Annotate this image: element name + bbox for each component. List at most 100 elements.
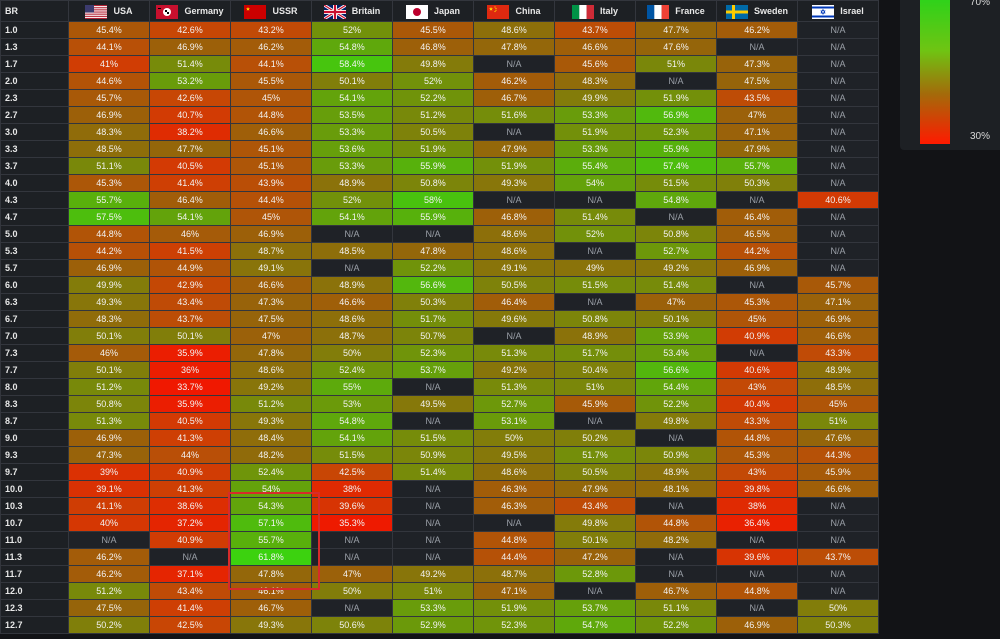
japan-flag-icon bbox=[405, 4, 428, 19]
win-rate-cell: 53.3% bbox=[554, 106, 636, 124]
win-rate-cell: 44.9% bbox=[149, 259, 231, 277]
win-rate-cell: 54.7% bbox=[554, 616, 636, 634]
win-rate-cell: N/A bbox=[392, 531, 474, 549]
nation-header-china[interactable]: China bbox=[473, 0, 555, 22]
table-row: 6.7 48.3% 43.7% 47.5% 48.6% 51.7% 49.6% 50.8% 50… bbox=[0, 310, 879, 328]
win-rate-cell: 47.3% bbox=[716, 55, 798, 73]
win-rate-cell: 47.3% bbox=[230, 293, 312, 311]
win-rate-cell: 49.8% bbox=[392, 55, 474, 73]
nation-header-britain[interactable]: Britain bbox=[311, 0, 393, 22]
win-rate-cell: 47.6% bbox=[797, 429, 879, 447]
table-row: 3.3 48.5% 47.7% 45.1% 53.6% 51.9% 47.9% 53.3% 55… bbox=[0, 140, 879, 158]
win-rate-cell: 38% bbox=[311, 480, 393, 498]
win-rate-cell: 51.2% bbox=[68, 378, 150, 396]
win-rate-cell: 47.5% bbox=[68, 599, 150, 617]
win-rate-cell: 46.9% bbox=[68, 429, 150, 447]
table-row: 7.7 50.1% 36% 48.6% 52.4% 53.7% 49.2% 50.4% 56.6… bbox=[0, 361, 879, 379]
win-rate-cell: 43.5% bbox=[716, 89, 798, 107]
win-rate-cell: 53.3% bbox=[311, 123, 393, 141]
sweden-flag-icon bbox=[725, 4, 748, 19]
win-rate-cell: 50.1% bbox=[635, 310, 717, 328]
win-rate-cell: 51.4% bbox=[392, 463, 474, 481]
win-rate-cell: 41.4% bbox=[149, 174, 231, 192]
win-rate-cell: 51.2% bbox=[230, 395, 312, 413]
nation-header-usa[interactable]: USA bbox=[68, 0, 150, 22]
win-rate-cell: N/A bbox=[392, 480, 474, 498]
win-rate-cell: N/A bbox=[554, 242, 636, 260]
nation-header-israel[interactable]: Israel bbox=[797, 0, 879, 22]
win-rate-cell: 47.3% bbox=[68, 446, 150, 464]
win-rate-cell: 53.3% bbox=[311, 157, 393, 175]
win-rate-cell: 46.9% bbox=[68, 259, 150, 277]
win-rate-cell: 38.6% bbox=[149, 497, 231, 515]
win-rate-cell: 48.3% bbox=[68, 123, 150, 141]
win-rate-cell: 50% bbox=[473, 429, 555, 447]
table-row: 10.7 40% 37.2% 57.1% 35.3% N/A N/A 49.8% 44.8% 36… bbox=[0, 514, 879, 532]
win-rate-cell: 52.7% bbox=[635, 242, 717, 260]
win-rate-cell: 46.6% bbox=[230, 276, 312, 294]
win-rate-cell: N/A bbox=[392, 514, 474, 532]
win-rate-cell: 39.6% bbox=[716, 548, 798, 566]
win-rate-cell: 49.2% bbox=[473, 361, 555, 379]
win-rate-cell: 40.6% bbox=[716, 361, 798, 379]
win-rate-cell: 50.5% bbox=[392, 123, 474, 141]
win-rate-cell: N/A bbox=[797, 38, 879, 56]
win-rate-cell: 55.4% bbox=[554, 157, 636, 175]
win-rate-cell: N/A bbox=[392, 225, 474, 243]
win-rate-cell: 53.5% bbox=[311, 106, 393, 124]
table-row: 11.3 46.2% N/A 61.8% N/A N/A 44.4% 47.2% N/A 39.6… bbox=[0, 548, 879, 566]
win-rate-cell: 47.1% bbox=[473, 582, 555, 600]
win-rate-cell: 50.7% bbox=[392, 327, 474, 345]
win-rate-cell: 43.4% bbox=[149, 582, 231, 600]
win-rate-cell: 46.7% bbox=[473, 89, 555, 107]
win-rate-cell: 51.4% bbox=[554, 208, 636, 226]
win-rate-cell: 41.4% bbox=[149, 599, 231, 617]
table-row: 10.0 39.1% 41.3% 54% 38% N/A 46.3% 47.9% 48.1% 39… bbox=[0, 480, 879, 498]
win-rate-cell: N/A bbox=[554, 412, 636, 430]
win-rate-cell: 40.5% bbox=[149, 412, 231, 430]
win-rate-cell: 54.1% bbox=[311, 208, 393, 226]
nation-name: France bbox=[675, 6, 705, 16]
win-rate-cell: 40.9% bbox=[716, 327, 798, 345]
win-rate-cell: 47.5% bbox=[230, 310, 312, 328]
win-rate-cell: N/A bbox=[716, 531, 798, 549]
win-rate-cell: 39% bbox=[68, 463, 150, 481]
win-rate-cell: 46.2% bbox=[230, 38, 312, 56]
nation-name: Britain bbox=[351, 6, 381, 16]
win-rate-cell: 45% bbox=[230, 208, 312, 226]
nation-header-italy[interactable]: Italy bbox=[554, 0, 636, 22]
win-rate-cell: N/A bbox=[797, 531, 879, 549]
table-row: 7.0 50.1% 50.1% 47% 48.7% 50.7% N/A 48.9% 53.9% 4… bbox=[0, 327, 879, 345]
br-cell: 6.3 bbox=[0, 293, 69, 311]
table-row: 1.0 45.4% 42.6% 43.2% 52% 45.5% 48.6% 43.7% 47.7… bbox=[0, 21, 879, 39]
win-rate-cell: 41.3% bbox=[149, 480, 231, 498]
win-rate-cell: 55.7% bbox=[230, 531, 312, 549]
win-rate-cell: N/A bbox=[473, 327, 555, 345]
win-rate-cell: 45.7% bbox=[68, 89, 150, 107]
win-rate-cell: 46.8% bbox=[392, 38, 474, 56]
nation-header-germany[interactable]: Germany bbox=[149, 0, 231, 22]
br-cell: 5.7 bbox=[0, 259, 69, 277]
win-rate-cell: 41% bbox=[68, 55, 150, 73]
nation-header-sweden[interactable]: Sweden bbox=[716, 0, 798, 22]
table-row: 3.0 48.3% 38.2% 46.6% 53.3% 50.5% N/A 51.9% 52.3… bbox=[0, 123, 879, 141]
win-rate-cell: 55.7% bbox=[68, 191, 150, 209]
win-rate-cell: 52.3% bbox=[473, 616, 555, 634]
br-cell: 9.3 bbox=[0, 446, 69, 464]
table-row: 9.7 39% 40.9% 52.4% 42.5% 51.4% 48.6% 50.5% 48.9… bbox=[0, 463, 879, 481]
win-rate-cell: 46.9% bbox=[716, 259, 798, 277]
win-rate-cell: 48.9% bbox=[554, 327, 636, 345]
nation-header-ussr[interactable]: USSR bbox=[230, 0, 312, 22]
win-rate-cell: 46.9% bbox=[230, 225, 312, 243]
br-cell: 2.0 bbox=[0, 72, 69, 90]
win-rate-cell: 41.3% bbox=[149, 429, 231, 447]
win-rate-cell: 48.3% bbox=[554, 72, 636, 90]
win-rate-cell: 49.2% bbox=[392, 565, 474, 583]
br-cell: 4.7 bbox=[0, 208, 69, 226]
win-rate-cell: 51.3% bbox=[473, 378, 555, 396]
win-rate-cell: 51% bbox=[797, 412, 879, 430]
win-rate-cell: N/A bbox=[311, 548, 393, 566]
br-cell: 1.7 bbox=[0, 55, 69, 73]
nation-header-japan[interactable]: Japan bbox=[392, 0, 474, 22]
nation-header-france[interactable]: France bbox=[635, 0, 717, 22]
